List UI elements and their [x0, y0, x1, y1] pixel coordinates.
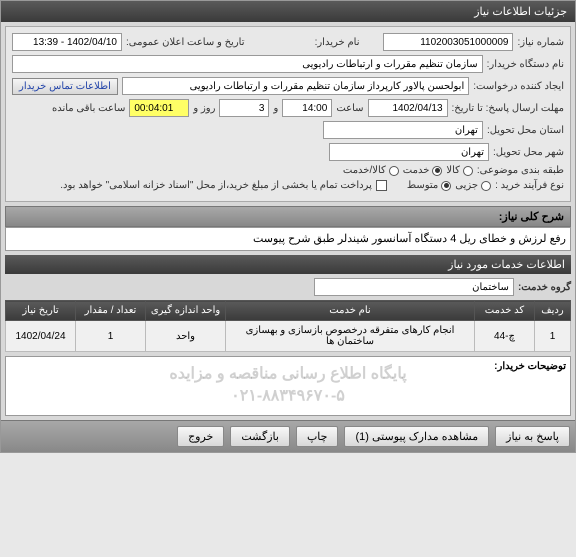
and-label: و — [273, 103, 278, 114]
row-city: شهر محل تحویل: تهران — [12, 143, 564, 161]
attachments-button[interactable]: مشاهده مدارک پیوستی (1) — [344, 426, 489, 447]
deadline-time: 14:00 — [282, 99, 332, 117]
wm-line1: پایگاه اطلاع رسانی مناقصه و مزایده — [169, 364, 406, 386]
days-value: 3 — [219, 99, 269, 117]
services-title: اطلاعات خدمات مورد نیاز — [5, 255, 571, 274]
need-no-value: 1102003051000009 — [383, 33, 513, 51]
need-no-label: شماره نیاز: — [517, 37, 564, 48]
time-label: ساعت — [336, 103, 363, 114]
buyer-label: نام خریدار: — [315, 37, 360, 48]
org-label: نام دستگاه خریدار: — [487, 59, 564, 70]
group-value: ساختمان — [314, 278, 514, 296]
deadline-label: مهلت ارسال پاسخ: تا تاریخ: — [452, 103, 564, 114]
main-desc-text: رفع لرزش و خطای ریل 4 دستگاه آسانسور شین… — [5, 227, 571, 251]
payment-note: پرداخت تمام یا بخشی از مبلغ خرید،از محل … — [60, 180, 372, 191]
col-code: کد خدمت — [475, 301, 535, 321]
print-button[interactable]: چاپ — [296, 426, 339, 447]
cell-qty: 1 — [76, 321, 146, 352]
content-box: شماره نیاز: 1102003051000009 نام خریدار:… — [5, 26, 571, 202]
radio-goods[interactable]: کالا — [446, 165, 473, 176]
city-label: شهر محل تحویل: — [493, 147, 564, 158]
payment-checkbox[interactable] — [376, 180, 387, 191]
row-service-group: گروه خدمت: ساختمان — [5, 278, 571, 296]
org-value: سازمان تنظیم مقررات و ارتباطات رادیویی — [12, 55, 483, 73]
col-row: ردیف — [535, 301, 571, 321]
col-unit: واحد اندازه گیری — [146, 301, 226, 321]
footer-bar: پاسخ به نیاز مشاهده مدارک پیوستی (1) چاپ… — [1, 420, 575, 452]
cell-date: 1402/04/24 — [6, 321, 76, 352]
col-date: تاریخ نیاز — [6, 301, 76, 321]
reply-button[interactable]: پاسخ به نیاز — [495, 426, 570, 447]
buyer-comments-box: توضیحات خریدار: پایگاه اطلاع رسانی مناقص… — [5, 356, 571, 416]
row-province: استان محل تحویل: تهران — [12, 121, 564, 139]
province-value: تهران — [323, 121, 483, 139]
deadline-date: 1402/04/13 — [368, 99, 448, 117]
announce-value: 1402/04/10 - 13:39 — [12, 33, 122, 51]
creator-label: ایجاد کننده درخواست: — [473, 81, 564, 92]
back-button[interactable]: بازگشت — [230, 426, 290, 447]
radio-both[interactable]: کالا/خدمت — [343, 165, 399, 176]
contact-button[interactable]: اطلاعات تماس خریدار — [12, 78, 118, 95]
col-name: نام خدمت — [226, 301, 475, 321]
row-process: نوع فرآیند خرید : جزیی متوسط پرداخت تمام… — [12, 180, 564, 191]
col-qty: تعداد / مقدار — [76, 301, 146, 321]
cell-row: 1 — [535, 321, 571, 352]
row-need-no: شماره نیاز: 1102003051000009 نام خریدار:… — [12, 33, 564, 51]
watermark: پایگاه اطلاع رسانی مناقصه و مزایده ۰۲۱-۸… — [169, 364, 406, 409]
province-label: استان محل تحویل: — [487, 125, 564, 136]
comments-label: توضیحات خریدار: — [494, 361, 566, 372]
panel-title: جزئیات اطلاعات نیاز — [1, 1, 575, 22]
wm-line2: ۰۲۱-۸۸۳۴۹۶۷۰-۵ — [169, 386, 406, 408]
group-label: گروه خدمت: — [518, 282, 571, 293]
city-value: تهران — [329, 143, 489, 161]
category-label: طبقه بندی موضوعی: — [477, 165, 564, 176]
process-label: نوع فرآیند خرید : — [495, 180, 564, 191]
row-category: طبقه بندی موضوعی: کالا خدمت کالا/خدمت — [12, 165, 564, 176]
timer-value: 00:04:01 — [129, 99, 189, 117]
radio-partial[interactable]: جزیی — [455, 180, 491, 191]
services-table: ردیف کد خدمت نام خدمت واحد اندازه گیری ت… — [5, 300, 571, 352]
creator-value: ابولحسن پالاور کارپرداز سازمان تنظیم مقر… — [122, 77, 469, 95]
radio-medium[interactable]: متوسط — [407, 180, 451, 191]
exit-button[interactable]: خروج — [177, 426, 224, 447]
cell-unit: واحد — [146, 321, 226, 352]
main-desc-title: شرح کلی نیاز: — [5, 206, 571, 227]
announce-label: تاریخ و ساعت اعلان عمومی: — [126, 37, 245, 48]
cell-name: انجام کارهای متفرقه درخصوص بازسازی و بهس… — [226, 321, 475, 352]
row-org: نام دستگاه خریدار: سازمان تنظیم مقررات و… — [12, 55, 564, 73]
details-panel: جزئیات اطلاعات نیاز شماره نیاز: 11020030… — [0, 0, 576, 453]
remaining-label: ساعت باقی مانده — [52, 103, 125, 114]
table-row[interactable]: 1 چ-44 انجام کارهای متفرقه درخصوص بازساز… — [6, 321, 571, 352]
cell-code: چ-44 — [475, 321, 535, 352]
row-deadline: مهلت ارسال پاسخ: تا تاریخ: 1402/04/13 سا… — [12, 99, 564, 117]
radio-service[interactable]: خدمت — [403, 165, 443, 176]
row-creator: ایجاد کننده درخواست: ابولحسن پالاور کارپ… — [12, 77, 564, 95]
days-label: روز و — [193, 103, 215, 114]
panel-body: شماره نیاز: 1102003051000009 نام خریدار:… — [1, 22, 575, 420]
